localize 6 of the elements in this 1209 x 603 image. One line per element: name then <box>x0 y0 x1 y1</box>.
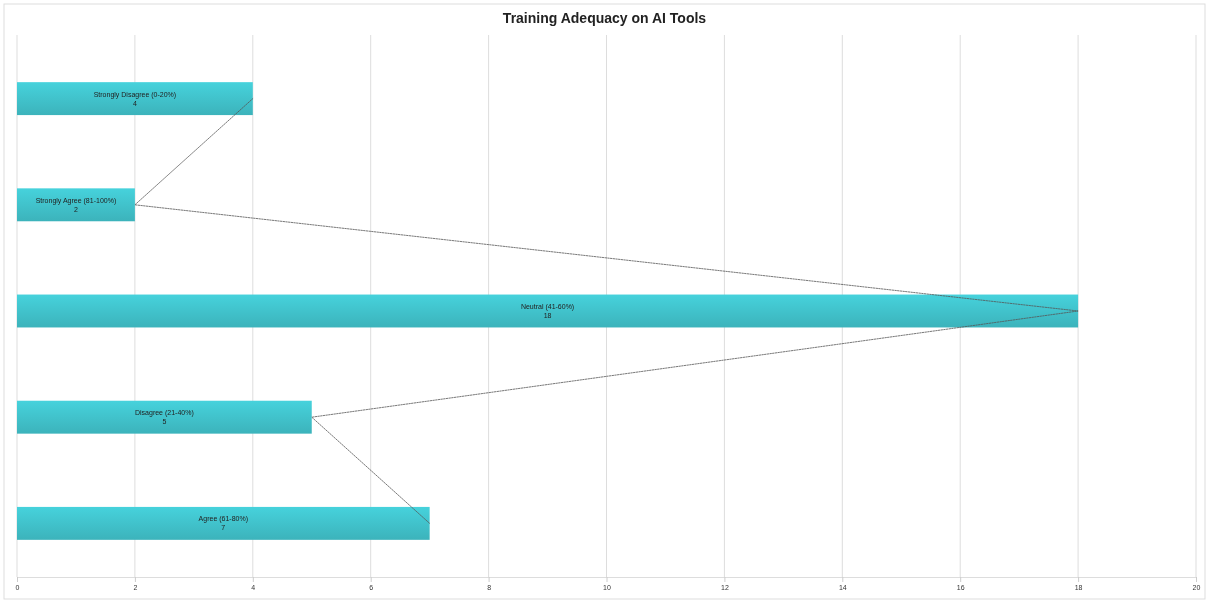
bar <box>17 506 430 540</box>
bar <box>17 82 253 116</box>
bar <box>17 400 312 434</box>
bar <box>17 188 135 222</box>
bar <box>17 294 1079 328</box>
chart-title: Training Adequacy on AI Tools <box>502 10 707 26</box>
